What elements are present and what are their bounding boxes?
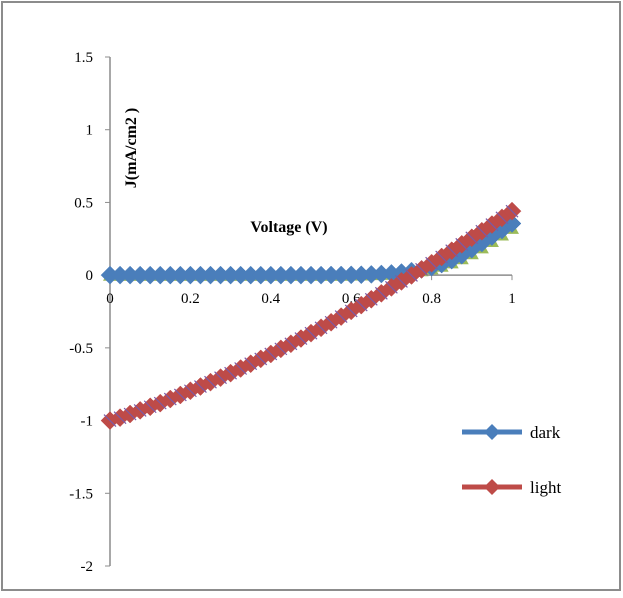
data-point-cross: [224, 366, 238, 380]
data-point-cross: [495, 211, 509, 225]
data-point-cross: [395, 274, 408, 288]
data-point-cross: [324, 315, 338, 329]
y-tick-label: 0: [86, 268, 94, 284]
y-tick-label: 1: [86, 123, 94, 139]
y-axis-title: J(mA/cm2 ): [123, 108, 140, 188]
legend-swatch-marker: [484, 424, 500, 440]
x-axis-title: Voltage (V): [250, 219, 327, 236]
x-tick-label: 0.2: [181, 291, 200, 307]
data-point-cross: [204, 375, 217, 389]
data-point-cross: [415, 262, 428, 276]
data-point-cross: [254, 352, 268, 366]
y-tick-label: 1.5: [74, 50, 93, 66]
y-tick-label: -1: [81, 414, 94, 430]
data-point-cross: [163, 392, 177, 406]
data-point-cross: [405, 269, 418, 282]
data-point-cross: [133, 403, 147, 417]
data-point-cross: [123, 407, 137, 421]
data-point-cross: [475, 224, 489, 238]
data-point-cross: [354, 298, 368, 312]
data-point-cross: [103, 414, 117, 427]
legend-swatch-marker: [484, 479, 500, 495]
data-point-cross: [194, 380, 207, 393]
data-point-cross: [294, 332, 308, 345]
data-point-cross: [274, 342, 288, 356]
legend-label: dark: [530, 423, 561, 442]
data-point-cross: [173, 388, 187, 402]
legend-item-light: light: [462, 478, 561, 497]
data-point-cross: [485, 218, 499, 231]
legend-item-dark: dark: [462, 423, 561, 442]
data-point-cross: [455, 237, 469, 251]
data-point-cross: [334, 310, 348, 324]
series-light-overlay: [103, 204, 519, 427]
data-point-cross: [435, 250, 449, 264]
legend: dark light: [462, 423, 561, 497]
data-point-cross: [505, 204, 519, 218]
data-point-cross: [264, 347, 278, 361]
data-point-cross: [234, 362, 248, 375]
legend-label: light: [530, 478, 561, 497]
y-tick-label: -0.5: [69, 341, 93, 357]
data-point-cross: [183, 384, 197, 398]
data-point-cross: [304, 326, 318, 340]
data-point-cross: [364, 292, 378, 306]
data-point-cross: [244, 357, 258, 371]
data-point-cross: [425, 256, 439, 270]
x-tick-label: 0.8: [422, 291, 441, 307]
data-point-cross: [344, 304, 358, 318]
data-point-cross: [113, 411, 127, 425]
data-point-cross: [284, 337, 298, 351]
x-tick-label: 1: [508, 291, 516, 307]
y-tick-label: 0.5: [74, 195, 93, 211]
data-point-cross: [143, 400, 157, 414]
y-tick-label: -2: [81, 559, 94, 575]
series-layer: [100, 201, 522, 430]
data-point-cross: [153, 396, 167, 410]
x-tick-label: 0.4: [261, 291, 280, 307]
data-point-cross: [314, 321, 328, 335]
data-point-cross: [374, 286, 388, 300]
data-point-cross: [445, 244, 459, 258]
data-point-cross: [214, 371, 227, 385]
data-point-cross: [465, 231, 479, 245]
x-tick-label: 0: [106, 291, 114, 307]
data-point-cross: [384, 280, 398, 294]
y-tick-label: -1.5: [69, 486, 93, 502]
